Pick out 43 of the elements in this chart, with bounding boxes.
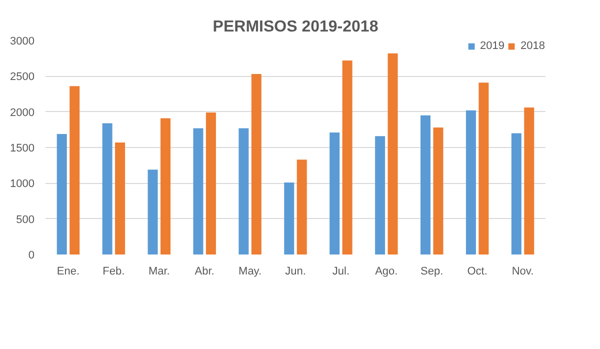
x-tick-label: Ago. bbox=[375, 266, 398, 278]
bar bbox=[420, 115, 430, 254]
chart-title: PERMISOS 2019-2018 bbox=[212, 18, 378, 36]
y-tick-label: 2500 bbox=[10, 71, 35, 84]
bar bbox=[193, 128, 204, 254]
bar bbox=[148, 170, 158, 254]
bar bbox=[524, 108, 534, 254]
y-tick-label: 500 bbox=[16, 214, 35, 226]
bar bbox=[102, 123, 112, 254]
y-tick-label: 1500 bbox=[10, 142, 35, 154]
y-tick-label: 0 bbox=[28, 250, 35, 262]
bar bbox=[206, 112, 216, 254]
x-tick-label: May. bbox=[238, 266, 262, 278]
bar bbox=[466, 110, 476, 254]
x-tick-label: Mar. bbox=[148, 266, 170, 278]
bar bbox=[251, 74, 262, 254]
x-tick-label: Jun. bbox=[285, 266, 306, 278]
x-tick-label: Sep. bbox=[420, 266, 444, 278]
x-tick-label: Jul. bbox=[332, 266, 350, 278]
bar bbox=[375, 136, 386, 254]
y-tick-label: 1000 bbox=[10, 178, 35, 190]
bar bbox=[511, 133, 522, 254]
bar bbox=[284, 182, 294, 254]
x-tick-label: Feb. bbox=[102, 266, 125, 278]
x-tick-label: Abr. bbox=[194, 266, 214, 278]
bar bbox=[70, 86, 80, 254]
legend-label: 2018 bbox=[520, 40, 545, 52]
bar bbox=[160, 118, 170, 254]
x-tick-label: Oct. bbox=[467, 266, 488, 278]
bar bbox=[115, 142, 126, 254]
bar bbox=[433, 128, 444, 254]
bar bbox=[342, 60, 352, 254]
bar bbox=[388, 53, 398, 254]
legend-label: 2019 bbox=[480, 40, 505, 52]
y-tick-label: 2000 bbox=[10, 106, 35, 119]
bar bbox=[478, 82, 489, 254]
y-tick-label: 3000 bbox=[10, 36, 35, 48]
bar bbox=[296, 160, 307, 254]
x-tick-label: Nov. bbox=[512, 266, 534, 278]
bar bbox=[238, 128, 249, 254]
bar bbox=[330, 132, 340, 254]
bar bbox=[56, 134, 67, 254]
x-tick-label: Ene. bbox=[56, 266, 80, 278]
